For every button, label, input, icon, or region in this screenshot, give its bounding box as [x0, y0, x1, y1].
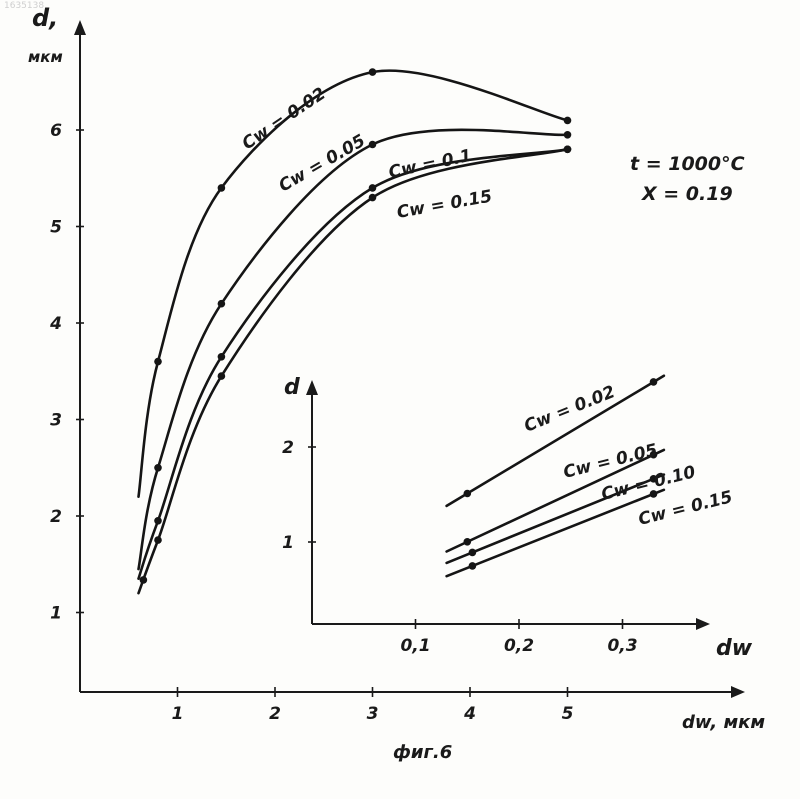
inset-y-axis-label: d	[284, 375, 300, 400]
main-x-axis-arrow	[731, 686, 745, 698]
main-y-tick-label: 6	[50, 121, 62, 141]
main-data-point	[369, 194, 377, 202]
main-series-line-3	[139, 149, 568, 593]
main-data-point	[218, 372, 226, 380]
inset-data-point	[469, 549, 477, 557]
main-data-point	[218, 300, 226, 308]
main-data-point	[564, 117, 572, 125]
inset-x-tick-label: 0,1	[400, 636, 430, 656]
main-y-axis-unit: мкм	[28, 48, 63, 66]
main-x-axis-label: dw, мкм	[682, 712, 765, 733]
inset-y-tick-label: 2	[282, 438, 294, 458]
main-data-point	[369, 68, 377, 76]
main-y-axis-arrow	[74, 20, 86, 35]
main-data-point	[154, 536, 162, 544]
inset-x-tick-label: 0,2	[504, 636, 534, 656]
main-data-point	[154, 517, 162, 525]
main-data-point	[564, 146, 572, 154]
inset-x-tick-label: 0,3	[607, 636, 637, 656]
main-x-tick-label: 4	[463, 704, 476, 724]
inset-x-axis-label: dw	[716, 636, 753, 661]
inset-series-label-0: Cw = 0.02	[521, 382, 618, 437]
main-series: Cw = 0.02Cw = 0.05 Cw = 0.1 Cw = 0.15	[139, 68, 572, 593]
main-data-point	[369, 184, 377, 192]
main-data-point	[218, 353, 226, 361]
main-x-tick-label: 1	[172, 704, 184, 724]
main-y-tick-label: 3	[50, 411, 62, 431]
main-data-point	[154, 464, 162, 472]
main-y-tick-label: 5	[50, 218, 62, 238]
main-data-point	[154, 358, 162, 366]
inset-data-point	[464, 490, 472, 498]
main-y-tick-label: 1	[50, 604, 62, 624]
inset-series-line-3	[447, 490, 664, 576]
inset-y-axis-arrow	[306, 380, 318, 395]
inset-data-point	[650, 378, 658, 386]
main-x-tick-label: 3	[367, 704, 379, 724]
inset-data-point	[469, 562, 477, 570]
main-data-point	[140, 576, 148, 584]
main-y-tick-label: 2	[50, 507, 62, 527]
figure-caption: фиг.6	[393, 742, 452, 763]
main-series-line-1	[139, 130, 568, 569]
inset-x-axis-arrow	[696, 618, 710, 630]
annotation-temperature: t = 1000°C	[630, 153, 745, 175]
main-series-label-1: Cw = 0.05	[276, 131, 369, 196]
inset-y-tick-label: 1	[282, 533, 294, 553]
main-data-point	[369, 141, 377, 149]
main-x-tick-label: 2	[269, 704, 281, 724]
inset-data-point	[650, 490, 658, 498]
main-series-label-3: Cw = 0.15	[395, 187, 493, 223]
main-y-axis-label: d,	[32, 4, 58, 32]
inset-data-point	[464, 538, 472, 546]
inset-series: Cw = 0.02Cw = 0.05Cw = 0.10Cw = 0.15	[447, 376, 735, 576]
main-series-label-0: Cw = 0.02	[239, 84, 330, 154]
inset-chart: 0,1 0,2 0,3 1 2 Cw = 0.02Cw = 0.05Cw = 0.10C…	[282, 375, 753, 661]
main-data-point	[564, 131, 572, 139]
annotation-x-value: X = 0.19	[641, 183, 733, 205]
main-data-point	[218, 184, 226, 192]
main-y-tick-label: 4	[49, 314, 62, 334]
main-series-label-2: Cw = 0.1	[387, 146, 474, 183]
main-x-tick-label: 5	[562, 704, 574, 724]
